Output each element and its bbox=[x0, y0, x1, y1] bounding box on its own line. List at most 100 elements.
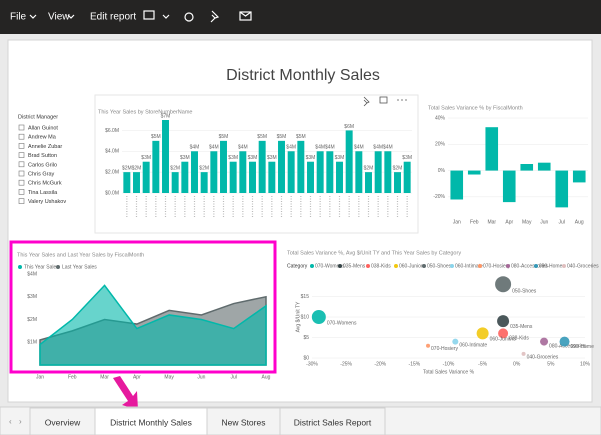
legend-label: 035-Mens bbox=[343, 263, 366, 269]
tab-label[interactable]: New Stores bbox=[222, 417, 266, 427]
checkbox[interactable] bbox=[18, 198, 25, 204]
tab-prev[interactable]: ‹ bbox=[9, 417, 12, 426]
icon-comment[interactable] bbox=[143, 10, 155, 20]
bar bbox=[133, 172, 140, 193]
slicer-item[interactable]: Chris McGurk bbox=[28, 181, 62, 187]
tab-label[interactable]: District Sales Report bbox=[294, 417, 372, 427]
y-tick-label: $4.0M bbox=[105, 149, 119, 155]
checkbox[interactable] bbox=[18, 133, 25, 140]
bar bbox=[268, 161, 276, 193]
icon-refresh[interactable] bbox=[184, 12, 194, 22]
checkbox[interactable] bbox=[18, 189, 25, 195]
tab-label[interactable]: Overview bbox=[45, 417, 81, 427]
tab[interactable] bbox=[94, 407, 208, 435]
legend-swatch bbox=[56, 265, 60, 269]
data-label: $2M bbox=[132, 165, 142, 171]
y-tick-label: $15 bbox=[301, 294, 310, 300]
checkbox[interactable] bbox=[18, 124, 25, 131]
bar bbox=[450, 170, 464, 200]
legend-label: 050-Shoes bbox=[427, 263, 452, 269]
x-tick-label: Mar bbox=[100, 374, 109, 380]
legend-swatch bbox=[338, 264, 342, 268]
bubble bbox=[559, 336, 570, 347]
legend-label: 040-Groceries bbox=[567, 263, 599, 269]
legend-title: Category bbox=[287, 263, 308, 269]
data-label: $2M bbox=[364, 165, 374, 171]
slicer-item[interactable]: Annelie Zubar bbox=[28, 144, 62, 150]
tab[interactable] bbox=[279, 407, 386, 435]
tab-label[interactable]: District Monthly Sales bbox=[110, 417, 192, 427]
legend-swatch bbox=[562, 264, 566, 268]
legend-label: 060-Juniors bbox=[399, 263, 426, 269]
y-tick-label: $2.0M bbox=[105, 169, 119, 175]
menu-view[interactable]: View bbox=[48, 12, 70, 23]
bar bbox=[239, 151, 247, 193]
checkbox[interactable] bbox=[18, 143, 25, 149]
x-tick-label: Mar bbox=[487, 219, 496, 225]
menu-edit[interactable]: Edit report bbox=[90, 12, 136, 23]
bar bbox=[485, 127, 499, 171]
bubble-label: 035-Mens bbox=[510, 324, 533, 330]
legend-swatch bbox=[310, 264, 314, 268]
data-label: $5M bbox=[151, 134, 161, 140]
slicer-item[interactable]: Andrew Ma bbox=[28, 135, 57, 141]
x-tick-label: Aug bbox=[575, 219, 584, 225]
legend-swatch bbox=[394, 264, 398, 268]
bubble-label: 070-Womens bbox=[327, 321, 357, 327]
bar bbox=[181, 161, 189, 193]
tab-next[interactable]: › bbox=[19, 417, 22, 426]
x-tick-label: May bbox=[164, 374, 174, 380]
legend-label: 090-Home bbox=[539, 263, 563, 269]
data-label: $4M bbox=[383, 145, 393, 151]
bubble-label: 050-Shoes bbox=[512, 288, 537, 294]
slicer-item[interactable]: Allan Guinot bbox=[28, 125, 58, 131]
highlight-box bbox=[9, 240, 277, 374]
legend-label: Last Year Sales bbox=[62, 264, 97, 270]
legend-swatch bbox=[366, 264, 370, 268]
checkbox[interactable] bbox=[18, 179, 25, 186]
bubble-label: 060-Juniors bbox=[490, 336, 517, 342]
menu-file[interactable]: File bbox=[10, 12, 27, 23]
x-tick-label: Jul bbox=[231, 374, 237, 380]
data-label: $4M bbox=[373, 145, 383, 151]
bar bbox=[171, 172, 179, 193]
slicer-item[interactable]: Chris Gray bbox=[28, 171, 55, 177]
bar bbox=[297, 140, 305, 193]
bar bbox=[191, 151, 198, 193]
slicer-item[interactable]: Carlos Grilo bbox=[28, 162, 57, 168]
legend-swatch bbox=[422, 264, 426, 268]
data-label: $3M bbox=[335, 155, 345, 161]
checkbox[interactable] bbox=[18, 152, 25, 158]
y-axis-title: Avg $/Unit TY bbox=[295, 301, 301, 332]
slicer-title: District Manager bbox=[18, 114, 58, 120]
x-tick-label: 10% bbox=[580, 361, 591, 367]
bubble bbox=[497, 315, 510, 328]
checkbox[interactable] bbox=[18, 170, 25, 177]
bar bbox=[537, 162, 551, 171]
bar-chart-frame bbox=[94, 94, 419, 234]
x-tick-label: Aug bbox=[262, 374, 271, 380]
icon-mail[interactable] bbox=[239, 11, 252, 21]
bar bbox=[123, 172, 131, 193]
x-tick-label: Jun bbox=[197, 374, 205, 380]
icon-pin[interactable] bbox=[210, 10, 220, 23]
data-label: $2M bbox=[199, 165, 209, 171]
y-tick-label: $10 bbox=[301, 314, 310, 320]
x-tick-label: -10% bbox=[443, 361, 455, 367]
data-label: $4M bbox=[238, 145, 248, 151]
slicer-item[interactable]: Brad Sutton bbox=[28, 153, 57, 159]
top-bar bbox=[0, 0, 601, 34]
icon-pin[interactable] bbox=[363, 96, 370, 107]
bubble bbox=[476, 327, 489, 340]
x-tick-label: -25% bbox=[340, 361, 352, 367]
x-tick-label: Feb bbox=[68, 374, 77, 380]
bar bbox=[467, 170, 481, 175]
icon-focus[interactable] bbox=[379, 96, 388, 104]
slicer-item[interactable]: Valery Ushakov bbox=[28, 199, 66, 205]
data-label: $3M bbox=[306, 155, 316, 161]
x-tick-label: May bbox=[522, 219, 532, 225]
checkbox[interactable] bbox=[18, 161, 25, 168]
chart-title: This Year Sales and Last Year Sales by F… bbox=[17, 252, 144, 258]
legend-swatch bbox=[478, 264, 482, 268]
slicer-item[interactable]: Tina Lassila bbox=[28, 190, 58, 196]
